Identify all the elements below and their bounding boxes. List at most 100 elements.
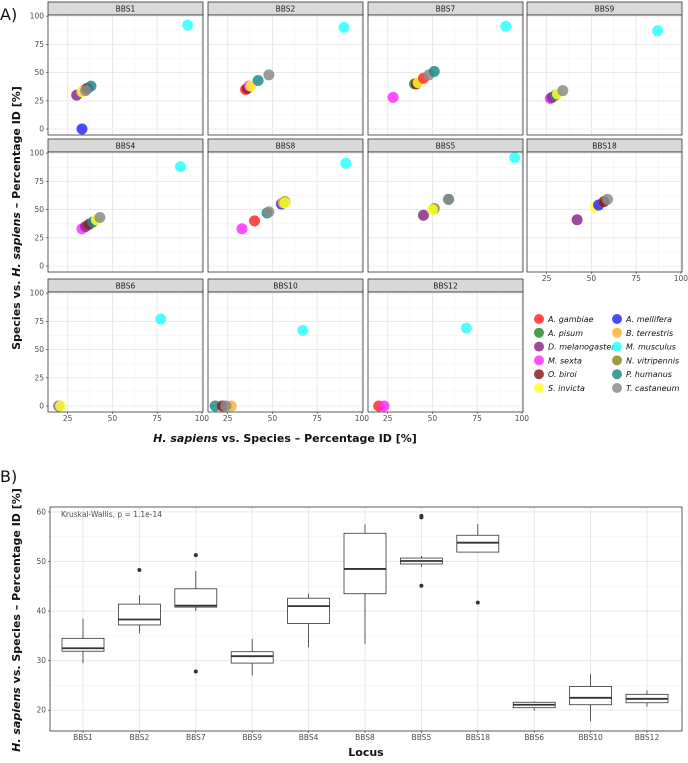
legend-item: N. vitripennis bbox=[612, 355, 679, 366]
facet-strip-label: BBS10 bbox=[273, 282, 298, 291]
box-iqr bbox=[118, 603, 161, 626]
x-tick-label: 50 bbox=[268, 414, 278, 423]
facet-border bbox=[47, 291, 204, 413]
facet-bbs12: BBS12 25 50 75 100 bbox=[367, 278, 530, 423]
legend-swatch bbox=[534, 341, 544, 352]
facet-border bbox=[526, 151, 683, 273]
legend-swatch bbox=[534, 314, 544, 324]
legend-item: M. musculus bbox=[612, 341, 676, 352]
y-tick-label: 60 bbox=[36, 507, 46, 516]
data-point bbox=[174, 161, 186, 173]
box-bbs8 bbox=[343, 524, 387, 644]
facet-border bbox=[367, 151, 524, 273]
boxplot: 20 30 40 50 60 BBS1 BBS2 BBS7 BBS9 BBS4 BBS8 BBS5 BB… bbox=[36, 506, 683, 742]
box-iqr bbox=[456, 534, 500, 553]
data-point bbox=[252, 74, 264, 86]
data-point bbox=[279, 197, 291, 209]
legend-label: M. musculus bbox=[626, 343, 676, 352]
outlier-point bbox=[419, 513, 424, 518]
data-point bbox=[76, 123, 88, 135]
outlier-point bbox=[419, 583, 424, 588]
x-tick-label: 50 bbox=[587, 274, 597, 283]
data-point bbox=[249, 215, 261, 227]
legend-label: P. humanus bbox=[626, 370, 672, 379]
facet-strip-label: BBS12 bbox=[433, 282, 458, 291]
facet-border bbox=[367, 14, 524, 136]
boxplot-y-axis-label: H. sapiens vs. Species – Percentage ID [… bbox=[10, 488, 23, 752]
y-tick-label: 75 bbox=[34, 317, 44, 326]
outlier-point bbox=[475, 600, 480, 605]
y-tick-label: 0 bbox=[39, 402, 44, 411]
panel-a-label: A) bbox=[0, 5, 17, 24]
legend-label: O. biroi bbox=[548, 370, 578, 379]
data-point bbox=[55, 400, 67, 412]
facet-border bbox=[207, 151, 364, 273]
x-tick-label: BBS12 bbox=[635, 733, 660, 742]
data-point bbox=[340, 157, 352, 169]
facet-border bbox=[47, 14, 204, 136]
boxplot-x-axis-label: Locus bbox=[348, 746, 384, 759]
data-point bbox=[387, 91, 399, 103]
legend-label: N. vitripennis bbox=[626, 356, 679, 365]
legend-item: P. humanus bbox=[612, 369, 672, 380]
x-tick-label: 25 bbox=[383, 414, 393, 423]
data-point bbox=[428, 65, 440, 77]
facet-strip-label: BBS18 bbox=[592, 142, 617, 151]
box-bbs7 bbox=[174, 553, 218, 674]
facet-bbs4: BBS4 0 25 50 75 100 bbox=[30, 138, 204, 273]
box-iqr bbox=[343, 532, 387, 595]
y-tick-label: 50 bbox=[36, 557, 46, 566]
x-tick-label: 50 bbox=[108, 414, 118, 423]
x-tick-label: 100 bbox=[515, 414, 530, 423]
box-bbs18 bbox=[456, 523, 500, 605]
data-point bbox=[236, 223, 248, 235]
facet-strip-label: BBS7 bbox=[436, 5, 456, 14]
box-iqr bbox=[569, 685, 612, 706]
y-tick-label: 100 bbox=[30, 289, 45, 298]
outlier-point bbox=[193, 669, 198, 674]
data-point bbox=[338, 21, 350, 33]
legend-label: M. sexta bbox=[548, 356, 582, 365]
box-iqr bbox=[230, 651, 274, 664]
facet-bbs1: BBS1 0 25 50 75 100 bbox=[30, 1, 204, 136]
outlier-point bbox=[193, 553, 198, 558]
data-point bbox=[182, 19, 194, 31]
facet-strip-label: BBS4 bbox=[116, 142, 136, 151]
y-tick-label: 40 bbox=[36, 607, 46, 616]
legend-item: T. castaneum bbox=[612, 383, 680, 393]
box-bbs4 bbox=[287, 593, 331, 648]
y-tick-label: 0 bbox=[39, 262, 44, 271]
data-point bbox=[557, 85, 569, 97]
x-tick-label: 75 bbox=[631, 274, 641, 283]
facet-strip-label: BBS2 bbox=[276, 5, 296, 14]
legend-item: O. biroi bbox=[534, 369, 578, 380]
data-point bbox=[500, 20, 512, 32]
x-tick-label: 25 bbox=[63, 414, 73, 423]
x-tick-label: 75 bbox=[312, 414, 322, 423]
legend-label: A. gambiae bbox=[547, 315, 594, 324]
data-point bbox=[443, 193, 455, 205]
box-bbs6 bbox=[512, 701, 556, 711]
y-tick-label: 75 bbox=[34, 40, 44, 49]
x-tick-label: BBS5 bbox=[412, 733, 432, 742]
y-tick-label: 75 bbox=[34, 177, 44, 186]
x-tick-label: 75 bbox=[472, 414, 482, 423]
legend-item: D. melanogaster bbox=[534, 341, 615, 352]
box-iqr bbox=[61, 637, 105, 652]
y-tick-label: 50 bbox=[34, 345, 44, 354]
legend-swatch bbox=[612, 383, 622, 393]
box-bbs9 bbox=[230, 638, 274, 676]
legend-item: A. gambiae bbox=[534, 314, 594, 324]
y-tick-label: 25 bbox=[34, 96, 44, 105]
facet-bbs10: BBS10 25 50 75 100 bbox=[207, 278, 369, 423]
x-tick-label: 100 bbox=[195, 414, 210, 423]
facet-border bbox=[47, 151, 204, 273]
facet-border bbox=[207, 14, 364, 136]
facet-bbs8: BBS8 bbox=[207, 138, 364, 273]
x-tick-label: 25 bbox=[542, 274, 552, 283]
y-tick-label: 25 bbox=[34, 373, 44, 382]
legend-swatch bbox=[534, 327, 544, 338]
y-tick-label: 100 bbox=[30, 12, 45, 21]
y-tick-label: 0 bbox=[39, 125, 44, 134]
